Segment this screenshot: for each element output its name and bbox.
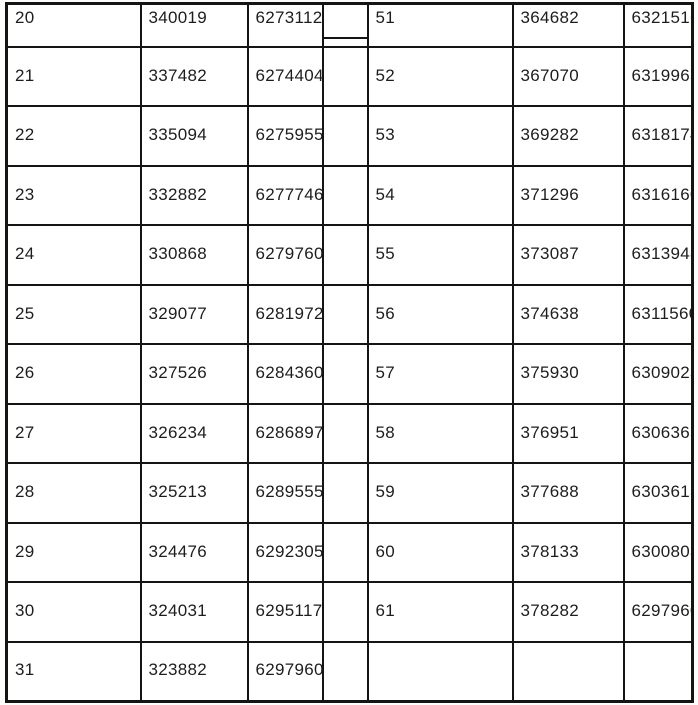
point-number-cell: 31	[5, 640, 142, 703]
coordinate-table: 20 340019 6273112 51 364682 6321516 21 3…	[5, 2, 694, 703]
point-number-cell: 59	[366, 462, 514, 524]
point-number-cell: 51	[366, 2, 514, 48]
table-row: 31 323882 6297960	[5, 640, 694, 703]
coord-y-cell: 6292305	[246, 521, 324, 584]
coord-y-cell: 6309023	[622, 343, 694, 405]
point-number-cell: 28	[5, 462, 142, 524]
table-row: 21 337482 6274404 52 367070 6319965	[5, 45, 694, 108]
spacer-cell	[321, 283, 369, 346]
spacer-cell	[321, 462, 369, 524]
spacer-cell	[321, 343, 369, 405]
coord-y-cell: 6316160	[622, 164, 694, 227]
table-row: 28 325213 6289555 59 377688 6303615	[5, 462, 694, 524]
point-number-cell: 58	[366, 402, 514, 465]
coord-x-cell: 376951	[511, 402, 625, 465]
coord-y-cell: 6281972	[246, 283, 324, 346]
point-number-cell: 23	[5, 164, 142, 227]
coord-y-cell: 6289555	[246, 462, 324, 524]
coord-x-cell: 330868	[139, 224, 249, 286]
coord-y-cell: 6284360	[246, 343, 324, 405]
point-number-cell: 22	[5, 105, 142, 167]
coord-x-cell: 325213	[139, 462, 249, 524]
spacer-cell	[321, 45, 369, 108]
coord-y-cell: 6277746	[246, 164, 324, 227]
point-number-cell: 29	[5, 521, 142, 584]
coord-x-cell: 324476	[139, 521, 249, 584]
coord-x-cell: 377688	[511, 462, 625, 524]
coord-y-cell	[622, 640, 694, 703]
spacer-cell	[321, 2, 369, 48]
coord-x-cell: 329077	[139, 283, 249, 346]
coord-x-cell: 324031	[139, 581, 249, 643]
coord-y-cell: 6311560	[622, 283, 694, 346]
coord-x-cell: 335094	[139, 105, 249, 167]
spacer-cell	[321, 640, 369, 703]
coord-x-cell: 371296	[511, 164, 625, 227]
coord-y-cell: 6286897	[246, 402, 324, 465]
coord-y-cell: 6319965	[622, 45, 694, 108]
spacer-cell	[321, 105, 369, 167]
table-row: 27 326234 6286897 58 376951 6306365	[5, 402, 694, 465]
table-row: 26 327526 6284360 57 375930 6309023	[5, 343, 694, 405]
point-number-cell: 55	[366, 224, 514, 286]
coord-y-cell: 6306365	[622, 402, 694, 465]
spacer-cell	[321, 402, 369, 465]
table-row: 25 329077 6281972 56 374638 6311560	[5, 283, 694, 346]
spacer-cell	[321, 164, 369, 227]
coord-y-cell: 6275955	[246, 105, 324, 167]
table-row: 24 330868 6279760 55 373087 6313948	[5, 224, 694, 286]
table-row: 30 324031 6295117 61 378282 6297960	[5, 581, 694, 643]
coord-y-cell: 6279760	[246, 224, 324, 286]
coord-x-cell: 340019	[139, 2, 249, 48]
coord-y-cell: 6273112	[246, 2, 324, 48]
point-number-cell: 21	[5, 45, 142, 108]
point-number-cell: 30	[5, 581, 142, 643]
coord-x-cell: 373087	[511, 224, 625, 286]
coord-x-cell: 369282	[511, 105, 625, 167]
coord-y-cell: 6297960	[622, 581, 694, 643]
point-number-cell: 54	[366, 164, 514, 227]
coord-y-cell: 6318174	[622, 105, 694, 167]
scan-artifact-line	[324, 36, 366, 39]
coord-y-cell: 6303615	[622, 462, 694, 524]
coord-x-cell: 326234	[139, 402, 249, 465]
point-number-cell: 25	[5, 283, 142, 346]
coord-y-cell: 6274404	[246, 45, 324, 108]
coord-x-cell: 367070	[511, 45, 625, 108]
coord-y-cell: 6297960	[246, 640, 324, 703]
point-number-cell: 53	[366, 105, 514, 167]
point-number-cell: 61	[366, 581, 514, 643]
coord-x-cell: 378282	[511, 581, 625, 643]
table-row: 20 340019 6273112 51 364682 6321516	[5, 2, 694, 48]
coord-x-cell: 364682	[511, 2, 625, 48]
coord-x-cell: 378133	[511, 521, 625, 584]
coord-x-cell	[511, 640, 625, 703]
point-number-cell: 27	[5, 402, 142, 465]
spacer-cell	[321, 224, 369, 286]
point-number-cell: 26	[5, 343, 142, 405]
coord-y-cell: 6321516	[622, 2, 694, 48]
spacer-cell	[321, 521, 369, 584]
table-row: 23 332882 6277746 54 371296 6316160	[5, 164, 694, 227]
point-number-cell	[366, 640, 514, 703]
table-row: 22 335094 6275955 53 369282 6318174	[5, 105, 694, 167]
coord-x-cell: 327526	[139, 343, 249, 405]
point-number-cell: 24	[5, 224, 142, 286]
coord-y-cell: 6313948	[622, 224, 694, 286]
coord-x-cell: 323882	[139, 640, 249, 703]
coord-x-cell: 375930	[511, 343, 625, 405]
coord-y-cell: 6295117	[246, 581, 324, 643]
point-number-cell: 20	[5, 2, 142, 48]
point-number-cell: 56	[366, 283, 514, 346]
coord-x-cell: 332882	[139, 164, 249, 227]
point-number-cell: 52	[366, 45, 514, 108]
coord-x-cell: 337482	[139, 45, 249, 108]
coord-x-cell: 374638	[511, 283, 625, 346]
spacer-cell	[321, 581, 369, 643]
point-number-cell: 57	[366, 343, 514, 405]
point-number-cell: 60	[366, 521, 514, 584]
